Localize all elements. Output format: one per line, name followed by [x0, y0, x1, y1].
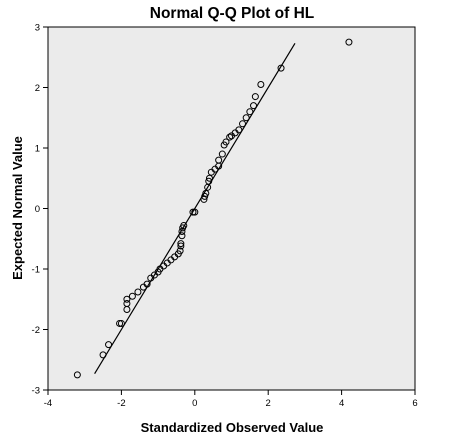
data-point: [116, 319, 124, 327]
data-point: [117, 319, 125, 327]
data-point: [205, 177, 213, 185]
y-tick-label: -3: [32, 386, 40, 397]
y-tick-label: -1: [32, 265, 40, 276]
reference-line-layer: [94, 43, 296, 374]
x-tick-label: 6: [412, 398, 417, 409]
axis-ticks: -4 -2 0 2 4 6 -3 -2 -1 0 1 2 3: [32, 23, 418, 410]
data-point: [189, 208, 197, 216]
data-point: [235, 126, 243, 134]
data-point: [177, 240, 185, 248]
data-point: [105, 341, 113, 349]
y-tick-label: 0: [35, 204, 40, 215]
data-point: [128, 292, 136, 300]
data-point: [202, 189, 210, 197]
data-point: [178, 232, 186, 240]
data-points: [73, 38, 353, 379]
data-point: [143, 280, 151, 288]
data-point: [123, 299, 131, 307]
data-point: [191, 208, 199, 216]
data-point: [218, 150, 226, 158]
y-tick-label: -2: [32, 325, 40, 336]
data-point: [180, 221, 188, 229]
data-point: [250, 102, 258, 110]
data-point: [176, 247, 184, 255]
y-tick-label: 1: [35, 144, 40, 155]
data-point: [251, 93, 259, 101]
reference-line: [94, 43, 296, 374]
data-point: [134, 288, 142, 296]
data-point: [200, 195, 208, 203]
data-point: [205, 174, 213, 182]
data-point: [123, 295, 131, 303]
x-tick-label: -2: [117, 398, 125, 409]
data-point: [201, 192, 209, 200]
x-tick-label: -4: [44, 398, 52, 409]
data-point: [73, 371, 81, 379]
data-point: [222, 138, 230, 146]
plot-area: [47, 26, 416, 391]
x-tick-label: 2: [266, 398, 271, 409]
data-point: [99, 351, 107, 359]
x-axis-title: Standardized Observed Value: [141, 420, 324, 435]
chart-title: Normal Q-Q Plot of HL: [150, 5, 314, 22]
data-point: [215, 156, 223, 164]
y-axis-title: Expected Normal Value: [10, 136, 25, 280]
data-point: [246, 108, 254, 116]
x-tick-label: 0: [192, 398, 197, 409]
data-point: [177, 242, 185, 250]
data-point: [226, 133, 234, 141]
data-point: [242, 114, 250, 122]
data-point: [257, 80, 265, 88]
data-point: [239, 120, 247, 128]
y-tick-label: 3: [35, 23, 40, 34]
data-point: [178, 227, 186, 235]
y-tick-label: 2: [35, 83, 40, 94]
data-point: [345, 38, 353, 46]
x-tick-label: 4: [339, 398, 344, 409]
data-point: [277, 64, 285, 72]
